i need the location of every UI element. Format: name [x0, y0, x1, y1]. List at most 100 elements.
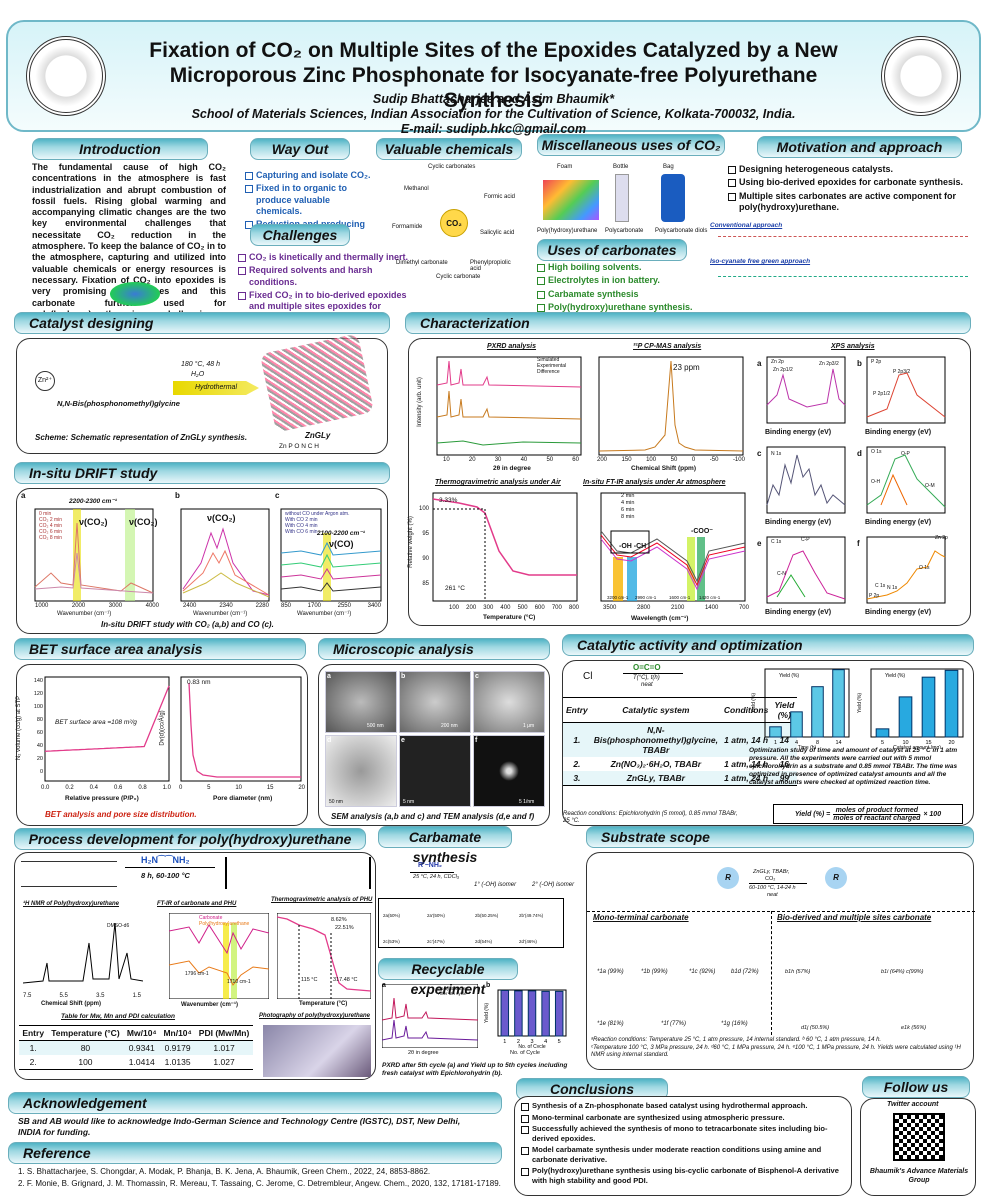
poster-title: Fixation of CO₂ on Multiple Sites of the… [149, 39, 838, 112]
globe-icon [110, 282, 160, 306]
follow-header: Follow us [862, 1076, 970, 1098]
ref-header: Reference [8, 1142, 502, 1164]
bet-isotherm-plot [44, 676, 170, 782]
bar-5 [554, 990, 564, 1037]
tga-plot [432, 492, 578, 602]
motivation-scheme: Conventional approach Iso-cyanate free g… [708, 222, 976, 304]
micro-header: Microscopic analysis [318, 638, 550, 660]
conclusions-box: Synthesis of a Zn-phosphonate based cata… [514, 1096, 852, 1196]
valuable-header: Valuable chemicals [376, 138, 522, 160]
catalytic-table: Entry Catalytic system Conditions Yield (%)… [563, 697, 798, 786]
y-axis-label: Yield (%) [484, 1003, 490, 1023]
challenges-header: Challenges [250, 224, 350, 246]
ack-text: SB and AB would like to acknowledge Indo… [18, 1116, 461, 1137]
bar-10 [898, 696, 913, 738]
bar-2 [514, 990, 523, 1037]
bar-1 [769, 726, 782, 738]
motivation-list: Designing heterogeneous catalysts. Using … [728, 164, 968, 215]
qr-code-icon[interactable] [893, 1113, 945, 1161]
x-axis-label: Catalyst amount (mg) [893, 745, 941, 749]
tick-3: 3 [530, 1039, 533, 1045]
bet-box: BET surface area =108 m²/g 0.83 nm 140 12… [16, 664, 308, 826]
ref-list: 1. S. Bhattacharjee, S. Chongdar, A. Mod… [18, 1167, 501, 1188]
bar-4 [541, 990, 550, 1037]
bet-pore-plot [180, 676, 302, 782]
x-axis-label: No. of Cycle [518, 1044, 545, 1048]
bar-8 [811, 686, 824, 738]
micro-box: a b c d e f 500 nm 200 nm 1 μm 50 nm 5 n… [318, 664, 550, 826]
x-axis-label: Time (h) [798, 745, 817, 749]
author-block: Sudip Bhattacharjee and Asim Bhaumik* Sch… [191, 92, 796, 136]
bar-1 [500, 989, 510, 1037]
poster-header: Fixation of CO₂ on Multiple Sites of the… [6, 20, 981, 136]
institute-logo-left [26, 36, 106, 116]
ftir-plot [600, 492, 746, 602]
valuable-chemicals-scheme: CO₂ Cyclic carbonates Methanol Formic ac… [392, 164, 516, 280]
intro-header: Introduction [32, 138, 208, 160]
y-axis-label: Yield (%) [751, 693, 757, 713]
bar-4 [790, 711, 803, 738]
phu-nmr-plot [23, 922, 143, 984]
carbamate-header: Carbamate synthesis [378, 826, 512, 865]
catalytic-header: Catalytic activity and optimization [562, 634, 974, 656]
tick-5: 5 [881, 740, 884, 746]
drift-plots [34, 508, 382, 602]
catalyst-box: Zn²⁺ N,N-Bis(phosphonomethyl)glycine 180… [16, 333, 388, 454]
recycle-pxrd-plot [382, 984, 478, 1048]
catalyst-header: Catalyst designing [14, 312, 390, 334]
bar-3 [527, 990, 537, 1037]
tick-8: 8 [816, 740, 819, 746]
tick-2: 2 [517, 1039, 520, 1045]
bar-5 [875, 728, 890, 738]
nmr-plot [598, 356, 744, 456]
yield-formula: Yield (%) = moles of product formed moles… [773, 804, 963, 824]
follow-box: Twitter account Bhaumik's Advance Materi… [860, 1098, 976, 1196]
recycle-box: a As-synthesized After 5th cycle 2θ in de… [378, 982, 578, 1080]
ack-header: Acknowledgement [8, 1092, 502, 1114]
bar-20 [944, 669, 959, 738]
process-box: H₂N⁀⁀NH₂ 8 h, 60-100 °C ¹H NMR of Poly(h… [14, 852, 376, 1080]
y-axis-label: Yield (%) [857, 693, 863, 713]
ligand-structure [65, 353, 155, 393]
tick-4: 4 [544, 1039, 547, 1045]
tick-4: 4 [795, 740, 798, 746]
bar-14 [832, 669, 845, 738]
legend-yield: Yield (%) [885, 673, 905, 679]
phu-photo [263, 1025, 371, 1077]
recycle-header: Recyclable experiment [378, 958, 518, 997]
tick-14: 14 [835, 740, 841, 746]
process-header: Process development for poly(hydroxy)ure… [14, 828, 366, 850]
catalytic-box: Cl O=C=O T(°C), t(h) neat Entry Catalytic… [562, 660, 974, 826]
institute-logo-right [881, 36, 961, 116]
substrate-header: Substrate scope [586, 826, 974, 848]
catalyst-yield-chart: 5 10 15 20 Catalyst amount (mg) Yield (%) Yiel… [857, 668, 964, 749]
pxrd-plot [436, 356, 582, 456]
tick-15: 15 [925, 740, 931, 746]
drift-box: a b c 2200-2300 cm⁻¹ ν(CO₂) ν(CO₂) ν(CO₂… [16, 488, 388, 634]
bar-15 [921, 676, 936, 738]
zngly-structure [259, 333, 375, 433]
legend-yield: Yield (%) [779, 673, 799, 679]
characterization-header: Characterization [405, 312, 971, 334]
phu-table: Entry Temperature (°C) Mw/10⁴ Mn/10⁴ PDI (Mw… [19, 1025, 253, 1070]
substrate-box: R R ZnGLy, TBABr, CO₂ 60-100 °C, 14-24 h… [586, 852, 975, 1070]
misc-header: Miscellaneous uses of CO₂ [537, 134, 725, 156]
carbamate-box: R'−NH₂ 25 °C, 24 h, CDCl₃ 1° (-OH) isome… [378, 850, 586, 950]
uses-list: High boiling solvents. Electrolytes in io… [537, 262, 697, 315]
motivation-header: Motivation and approach [757, 136, 962, 158]
phu-ftir-plot [169, 913, 269, 999]
tick-10: 10 [902, 740, 908, 746]
misc-products-image: Foam Bottle Bag Poly(hydroxy)urethane Po… [537, 164, 708, 234]
drift-caption: In-situ DRIFT study with CO₂ (a,b) and C… [101, 620, 274, 629]
tick-20: 20 [948, 740, 954, 746]
wayout-header: Way Out [250, 138, 350, 160]
co2-node: CO₂ [440, 209, 468, 237]
tick-1: 1 [503, 1039, 506, 1045]
drift-header: In-situ DRIFT study [14, 462, 390, 484]
uses-header: Uses of carbonates [537, 239, 687, 261]
tick-5: 5 [558, 1039, 561, 1045]
bet-header: BET surface area analysis [14, 638, 306, 660]
recycle-yield-chart: 1 2 3 4 5 No. of Cycle Yield (%) [484, 989, 567, 1048]
tick-1: 1 [774, 740, 777, 746]
